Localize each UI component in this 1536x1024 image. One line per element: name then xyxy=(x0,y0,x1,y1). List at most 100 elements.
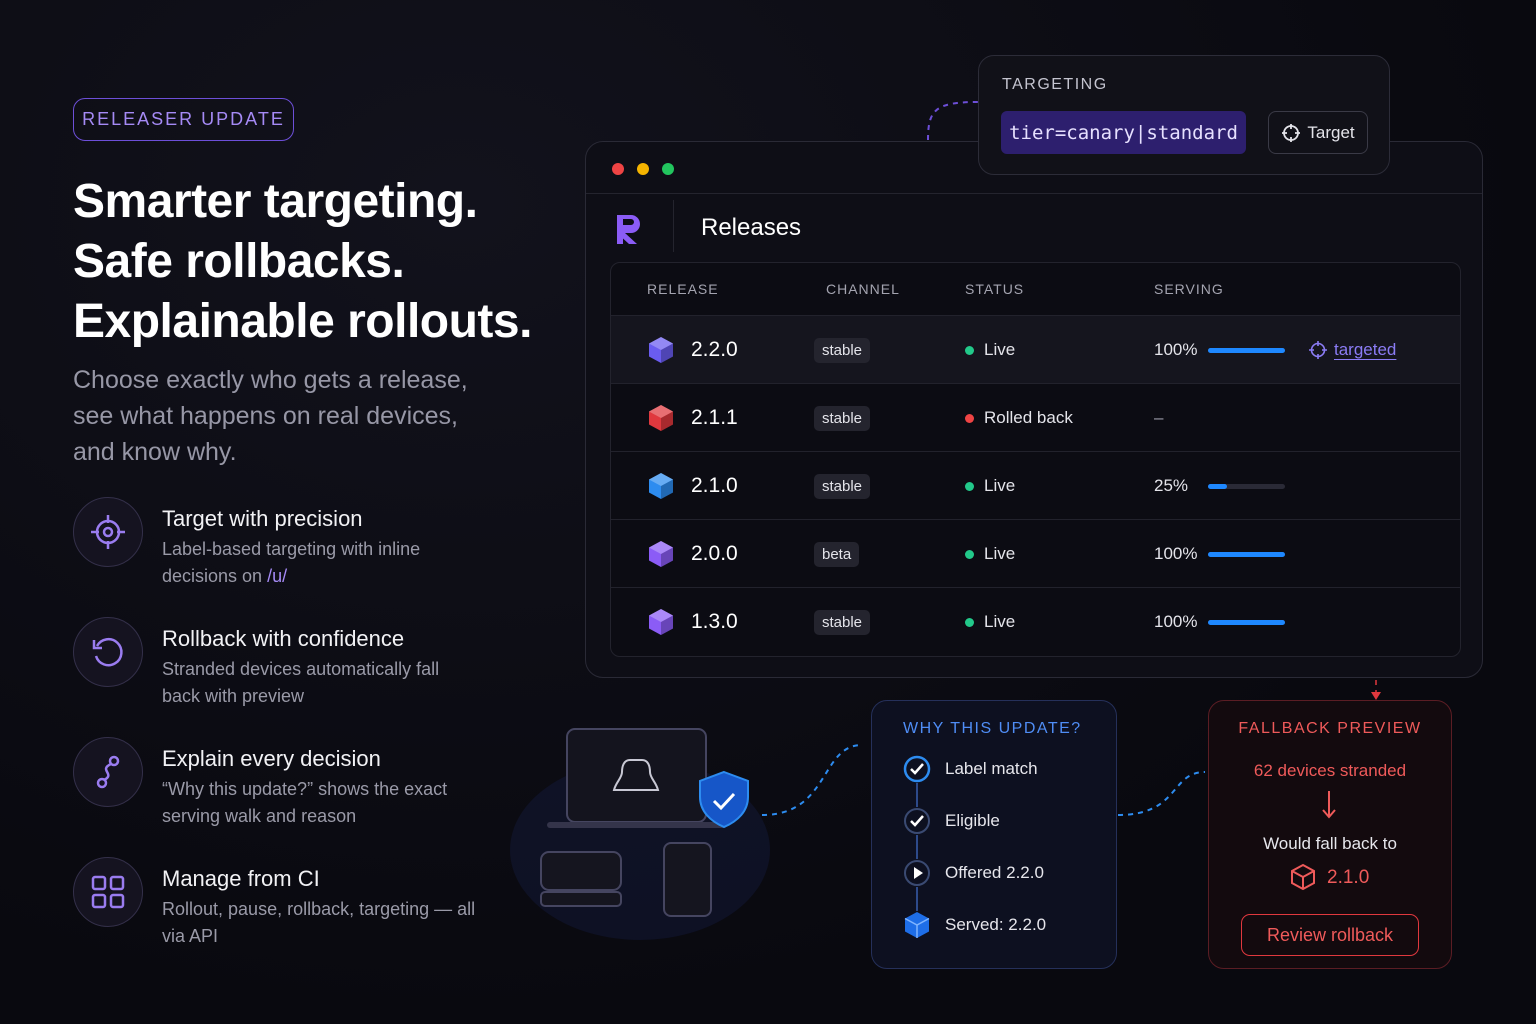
targeted-link[interactable]: targeted xyxy=(1309,340,1396,360)
column-header: STATUS xyxy=(965,281,1025,297)
window-controls xyxy=(612,163,674,175)
progress-bar xyxy=(1208,483,1228,489)
cube-icon xyxy=(1291,863,1315,891)
feature-description: Rollout, pause, rollback, targeting — al… xyxy=(162,899,476,946)
table-row: 2.1.0 stable Live 25% xyxy=(611,451,1460,519)
badge: RELEASER UPDATE xyxy=(73,98,294,141)
review-rollback-button[interactable]: Review rollback xyxy=(1241,914,1419,956)
status-dot xyxy=(965,617,974,627)
why-step: Offered 2.2.0 xyxy=(903,859,1044,887)
cube-icon xyxy=(647,607,675,637)
release-cell: 2.1.1 xyxy=(647,384,738,452)
code: /u/ xyxy=(267,566,288,586)
serving-cell: – xyxy=(1154,384,1163,452)
column-header: SERVING xyxy=(1154,281,1224,297)
fallback-version: 2.1.0 xyxy=(1327,867,1370,888)
targeting-popover: TARGETING tier=canary|standard Target xyxy=(978,55,1390,175)
progress-track xyxy=(1208,347,1285,353)
cube-icon xyxy=(647,403,675,433)
release-version: 2.1.0 xyxy=(691,474,738,497)
channel-cell: beta xyxy=(814,520,860,588)
release-cell: 2.0.0 xyxy=(647,520,738,588)
status-cell: Rolled back xyxy=(965,384,1073,452)
column-header: CHANNEL xyxy=(826,281,900,297)
targeting-label: TARGETING xyxy=(1002,76,1108,93)
table-row: 1.3.0 stable Live 100% xyxy=(611,587,1460,655)
feature-icon xyxy=(73,497,143,567)
feature-icon xyxy=(73,617,143,687)
release-version: 2.2.0 xyxy=(691,338,738,361)
serving-cell: 100% xyxy=(1154,588,1285,656)
status-dot xyxy=(965,345,974,355)
arrow xyxy=(1322,791,1336,819)
window-title: Releases xyxy=(701,214,802,241)
release-version: 2.0.0 xyxy=(691,542,738,565)
step-connector xyxy=(916,783,918,807)
step-connector xyxy=(916,887,918,911)
release-version: 2.1.1 xyxy=(691,406,738,429)
step-label: Served: 2.2.0 xyxy=(945,915,1047,934)
feature-description: “Why this update?” shows the exact servi… xyxy=(162,779,448,826)
cube-icon xyxy=(647,539,675,569)
why-title: WHY THIS UPDATE? xyxy=(903,720,1082,737)
why-card: WHY THIS UPDATE? Label match Eligible Offe… xyxy=(871,700,1117,969)
why-step: Label match xyxy=(903,755,1038,783)
progress-bar xyxy=(1208,551,1285,557)
fallback-card: FALLBACK PREVIEW 62 devices stranded Wou… xyxy=(1208,700,1452,969)
serving-cell: 100% xyxy=(1154,520,1285,588)
feature-title: Rollback with confidence xyxy=(162,626,405,651)
cube-icon xyxy=(647,471,675,501)
progress-bar xyxy=(1208,347,1285,353)
channel-pill: stable xyxy=(814,473,871,499)
serving-cell: 25% xyxy=(1154,452,1285,520)
targeting-query[interactable]: tier=canary|standard xyxy=(1001,111,1246,154)
table-row: 2.1.1 stable Rolled back – xyxy=(611,383,1460,451)
channel-cell: stable xyxy=(814,316,871,384)
release-version: 1.3.0 xyxy=(691,610,738,633)
channel-pill: stable xyxy=(814,337,871,363)
status-dot xyxy=(965,413,974,423)
releases-table: RELEASE CHANNEL STATUS SERVING 2.2.0 stable Li… xyxy=(610,262,1461,657)
serving-cell: 100% targeted xyxy=(1154,316,1396,384)
feature-title: Explain every decision xyxy=(162,746,381,771)
target-icon xyxy=(1309,341,1327,359)
fallback-title: FALLBACK PREVIEW xyxy=(1238,720,1422,737)
serving-label: 100% xyxy=(1154,340,1198,359)
step-icon xyxy=(903,807,931,835)
status-cell: Live xyxy=(965,520,1015,588)
step-label: Eligible xyxy=(945,811,1000,830)
channel-cell: stable xyxy=(814,588,871,656)
feature-title: Manage from CI xyxy=(162,866,320,891)
cube-icon xyxy=(647,335,675,365)
channel-cell: stable xyxy=(814,384,871,452)
table-row: 2.2.0 stable Live 100% targeted xyxy=(611,315,1460,383)
serving-label: – xyxy=(1154,408,1164,427)
would-fall-back: Would fall back to xyxy=(1263,834,1397,853)
release-cell: 2.1.0 xyxy=(647,452,738,520)
serving-label: 100% xyxy=(1154,612,1198,631)
subhead: Choose exactly who gets a release, see w… xyxy=(73,366,468,466)
feature-icon xyxy=(73,857,143,927)
channel-cell: stable xyxy=(814,452,871,520)
target-button[interactable]: Target xyxy=(1268,111,1368,154)
stranded: 62 devices stranded xyxy=(1253,761,1407,780)
step-label: Offered 2.2.0 xyxy=(945,863,1044,882)
targeted-text: targeted xyxy=(1334,340,1397,359)
feature-icon xyxy=(73,737,143,807)
step-icon xyxy=(903,755,931,783)
button-label: Target xyxy=(1307,122,1355,142)
status-text: Live xyxy=(984,544,1016,563)
status-text: Live xyxy=(984,340,1016,359)
release-cell: 1.3.0 xyxy=(647,588,738,656)
progress-bar xyxy=(1208,619,1285,625)
status-text: Live xyxy=(984,476,1016,495)
feature-description: Stranded devices automatically fall back… xyxy=(162,659,440,706)
status-cell: Live xyxy=(965,588,1015,656)
status-cell: Live xyxy=(965,452,1015,520)
channel-pill: stable xyxy=(814,405,871,431)
channel-pill: stable xyxy=(814,609,871,635)
step-icon xyxy=(903,911,931,939)
logo xyxy=(617,215,640,244)
